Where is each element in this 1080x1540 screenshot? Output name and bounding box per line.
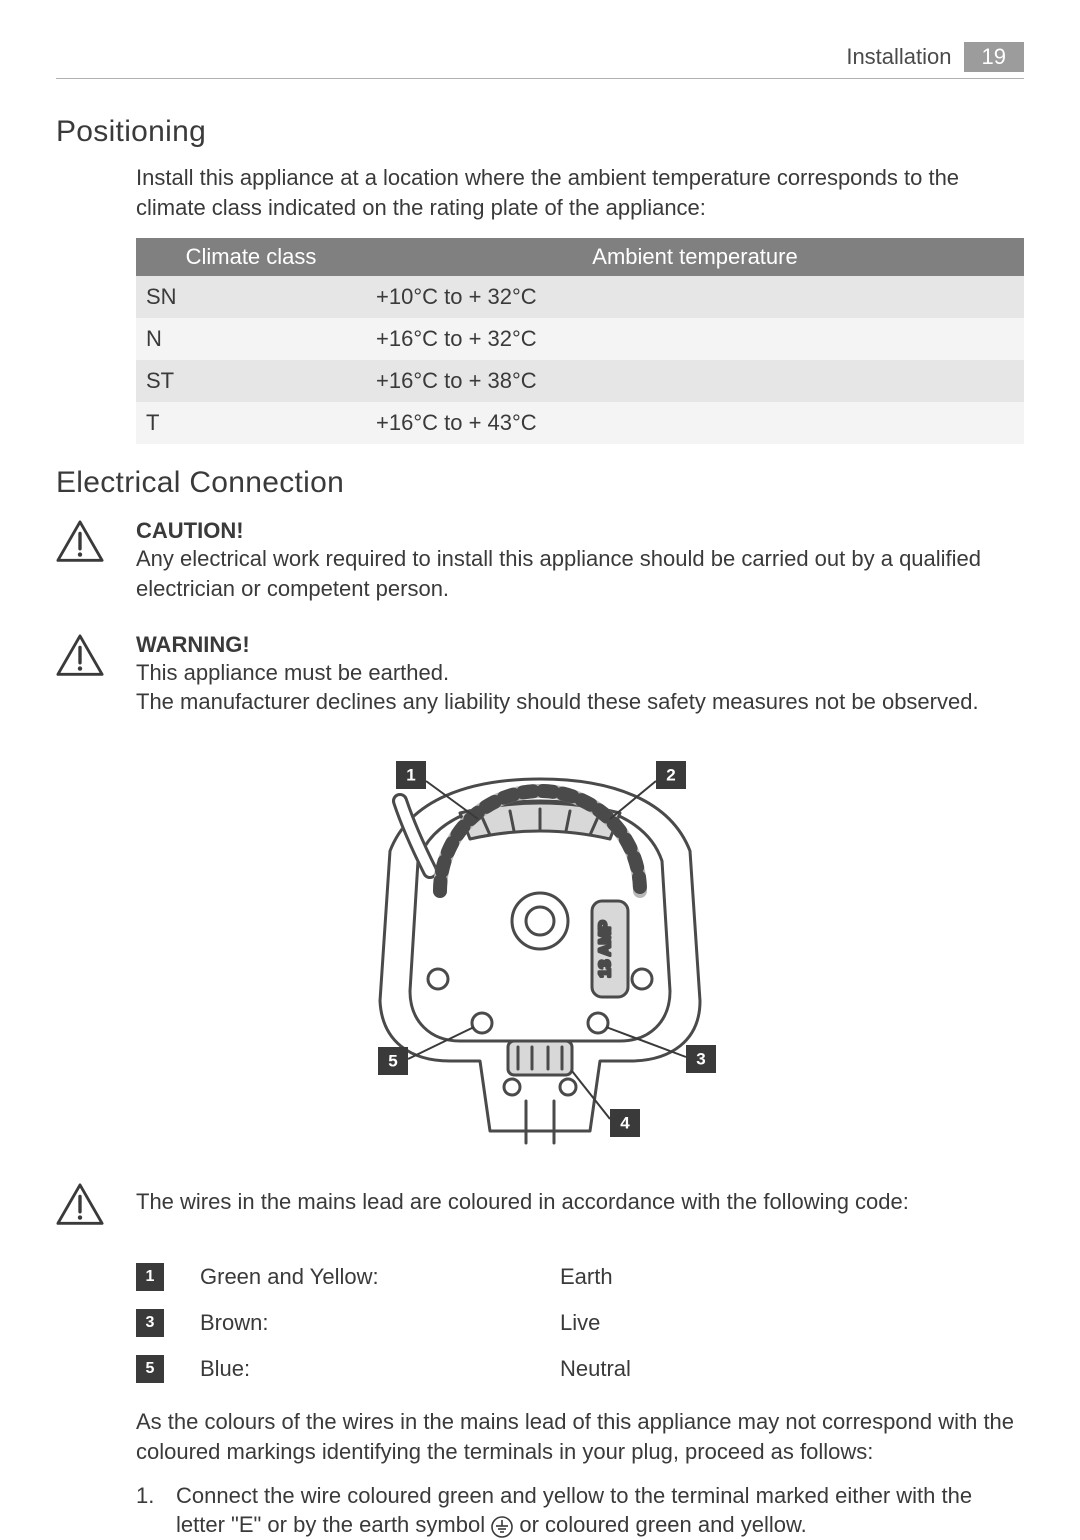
wire-value: Neutral <box>560 1356 631 1382</box>
page-header: Installation 19 <box>56 42 1024 72</box>
th-climate-class: Climate class <box>136 238 366 276</box>
callout-3: 3 <box>696 1050 705 1069</box>
caution-text-wrap: CAUTION! Any electrical work required to… <box>136 518 1024 603</box>
header-section: Installation <box>846 44 951 70</box>
cell-temp: +16°C to + 32°C <box>366 318 1024 360</box>
step-text: Connect the wire coloured green and yell… <box>176 1481 1024 1540</box>
cell-temp: +16°C to + 38°C <box>366 360 1024 402</box>
warning-block: WARNING! This appliance must be earthed.… <box>56 632 1024 717</box>
table-header-row: Climate class Ambient temperature <box>136 238 1024 276</box>
warning-triangle-icon <box>56 634 104 676</box>
wires-intro-block: The wires in the mains lead are coloured… <box>56 1181 1024 1225</box>
callout-5: 5 <box>388 1052 397 1071</box>
wires-intro: The wires in the mains lead are coloured… <box>136 1181 909 1217</box>
table-row: T +16°C to + 43°C <box>136 402 1024 444</box>
warning-text-wrap: WARNING! This appliance must be earthed.… <box>136 632 979 717</box>
wire-value: Live <box>560 1310 600 1336</box>
caution-block: CAUTION! Any electrical work required to… <box>56 518 1024 603</box>
wire-label: Green and Yellow: <box>200 1264 560 1290</box>
cell-temp: +16°C to + 43°C <box>366 402 1024 444</box>
callout-2: 2 <box>666 766 675 785</box>
callout-4: 4 <box>620 1114 630 1133</box>
cell-class: ST <box>136 360 366 402</box>
step1b: or coloured green and yellow. <box>519 1512 806 1537</box>
wires-para: As the colours of the wires in the mains… <box>136 1407 1024 1466</box>
callout-1: 1 <box>406 766 415 785</box>
climate-table: Climate class Ambient temperature SN +10… <box>136 238 1024 444</box>
header-divider <box>56 78 1024 79</box>
wire-num-box: 1 <box>136 1263 164 1291</box>
step-1: 1. Connect the wire coloured green and y… <box>136 1481 1024 1540</box>
wire-num-box: 5 <box>136 1355 164 1383</box>
wire-num-box: 3 <box>136 1309 164 1337</box>
table-row: N +16°C to + 32°C <box>136 318 1024 360</box>
plug-diagram: 13 AMP 1 2 3 <box>310 741 770 1151</box>
caution-label: CAUTION! <box>136 518 1024 544</box>
warning-label: WARNING! <box>136 632 979 658</box>
cell-class: N <box>136 318 366 360</box>
electrical-heading: Electrical Connection <box>56 466 1024 500</box>
table-row: ST +16°C to + 38°C <box>136 360 1024 402</box>
positioning-intro: Install this appliance at a location whe… <box>136 163 1024 222</box>
warning-triangle-icon <box>56 1183 104 1225</box>
fuse-label: 13 AMP <box>597 920 614 978</box>
wire-row: 5 Blue: Neutral <box>136 1355 1024 1383</box>
cell-class: SN <box>136 276 366 318</box>
table-row: SN +10°C to + 32°C <box>136 276 1024 318</box>
warning-line1: This appliance must be earthed. <box>136 658 979 688</box>
step-num: 1. <box>136 1481 176 1540</box>
wire-label: Brown: <box>200 1310 560 1336</box>
caution-text: Any electrical work required to install … <box>136 544 1024 603</box>
cell-class: T <box>136 402 366 444</box>
warning-line2: The manufacturer declines any liability … <box>136 687 979 717</box>
page-number: 19 <box>964 42 1024 72</box>
wire-row: 1 Green and Yellow: Earth <box>136 1263 1024 1291</box>
caution-triangle-icon <box>56 520 104 562</box>
th-ambient-temp: Ambient temperature <box>366 238 1024 276</box>
cell-temp: +10°C to + 32°C <box>366 276 1024 318</box>
earth-symbol-icon <box>491 1516 513 1538</box>
wire-label: Blue: <box>200 1356 560 1382</box>
positioning-heading: Positioning <box>56 115 1024 149</box>
wire-row: 3 Brown: Live <box>136 1309 1024 1337</box>
page: Installation 19 Positioning Install this… <box>0 0 1080 1540</box>
wire-value: Earth <box>560 1264 613 1290</box>
